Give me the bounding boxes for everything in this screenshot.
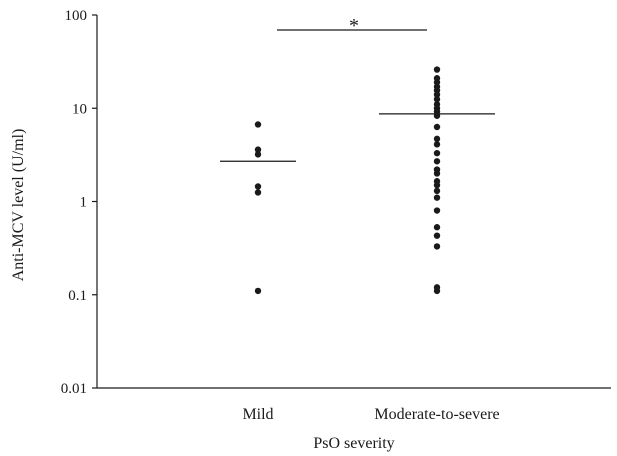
- y-axis-ticks: 0.01 0.1 1 10 100: [61, 8, 97, 397]
- data-point: [433, 224, 441, 231]
- x-category-label: Mild: [242, 406, 273, 423]
- significance-bracket: *: [277, 15, 427, 37]
- data-point: [433, 79, 441, 86]
- data-point: [254, 151, 262, 158]
- data-point: [254, 183, 262, 190]
- data-point: [433, 123, 441, 131]
- median-lines: [220, 113, 495, 162]
- data-point: [433, 170, 441, 177]
- data-point: [433, 149, 441, 157]
- axes: Mild Moderate-to-severe: [96, 15, 611, 423]
- data-point: [433, 91, 441, 98]
- significance-label: *: [349, 15, 359, 37]
- y-tick-label: 10: [72, 101, 87, 117]
- data-point: [254, 146, 262, 153]
- data-point: [433, 181, 441, 189]
- data-points: [254, 66, 441, 295]
- data-point: [433, 207, 441, 214]
- y-tick-label: 0.01: [61, 381, 87, 397]
- y-tick-label: 0.1: [68, 288, 87, 304]
- data-point: [254, 189, 262, 196]
- data-point: [433, 187, 441, 195]
- y-axis-title: Anti-MCV level (U/ml): [10, 129, 27, 282]
- data-point: [433, 287, 441, 295]
- x-category-label: Moderate-to-severe: [374, 406, 499, 423]
- data-point: [433, 141, 441, 148]
- data-point: [433, 158, 441, 165]
- x-axis-title: PsO severity: [313, 435, 394, 452]
- y-tick-label: 1: [80, 195, 88, 211]
- data-point: [433, 232, 441, 239]
- data-point: [433, 194, 441, 201]
- data-point: [254, 121, 262, 128]
- data-point: [433, 96, 441, 103]
- data-point: [433, 66, 441, 73]
- data-point: [254, 287, 262, 295]
- data-point: [433, 135, 441, 143]
- y-tick-label: 100: [65, 8, 88, 24]
- data-point: [433, 243, 441, 250]
